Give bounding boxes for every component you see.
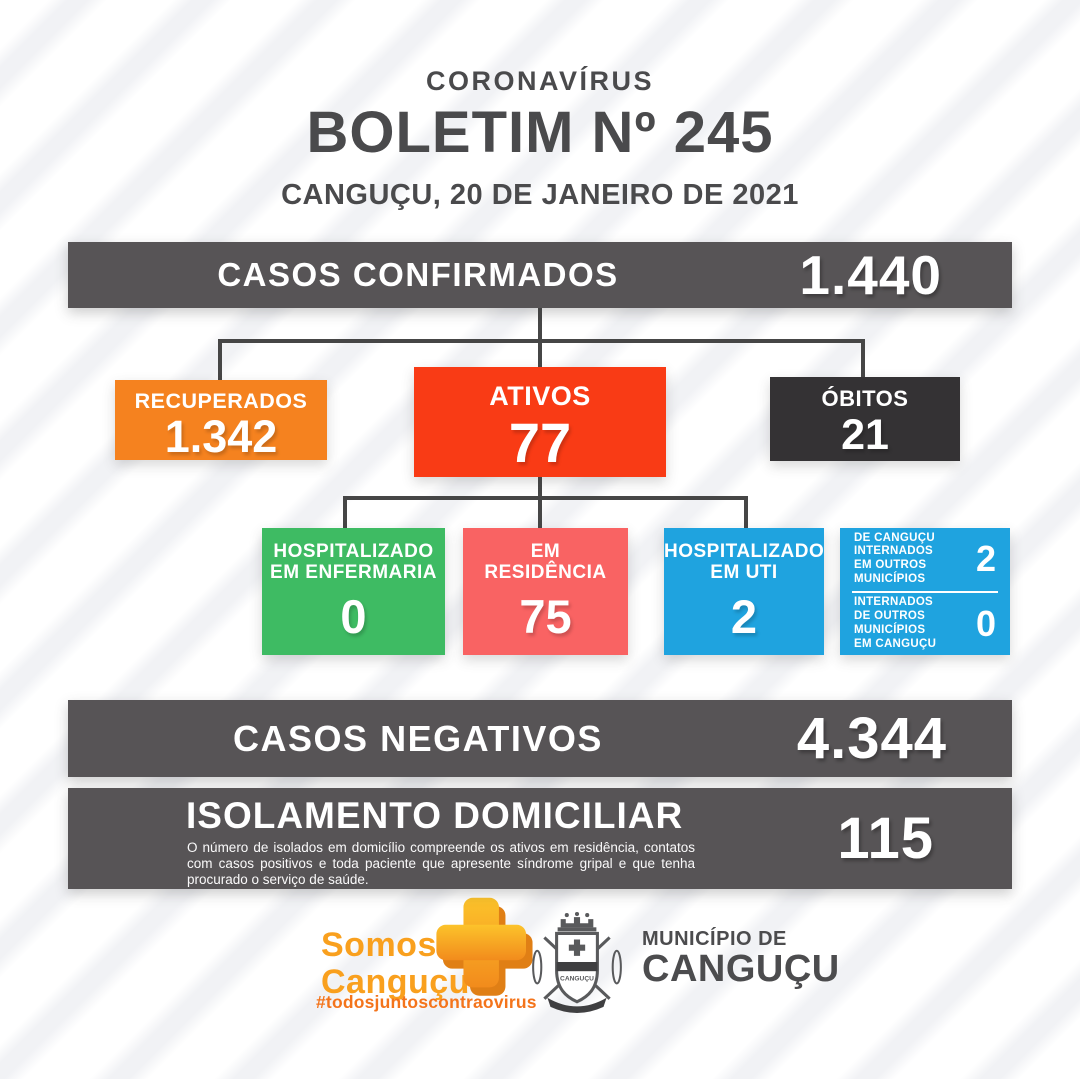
- label-line: RESIDÊNCIA: [484, 562, 607, 584]
- campaign-word: Canguçu: [321, 962, 470, 1001]
- hospitalized-icu-label: HOSPITALIZADO EM UTI: [664, 541, 824, 584]
- active-cases-box: ATIVOS 77: [414, 367, 666, 477]
- somos-cangucu-wordmark: Somos Canguçu: [321, 927, 470, 1000]
- active-cases-label: ATIVOS: [489, 381, 591, 411]
- transfers-out-value: 2: [975, 538, 996, 580]
- confirmed-cases-label: CASOS CONFIRMADOS: [217, 256, 619, 293]
- label-line: EM CANGUÇU: [854, 637, 937, 650]
- connector-line: [538, 496, 542, 528]
- label-line: EM: [530, 541, 561, 562]
- transfers-divider: [852, 590, 998, 593]
- home-residence-label: EM RESIDÊNCIA: [463, 541, 628, 584]
- recovered-label: RECUPERADOS: [134, 389, 308, 413]
- connector-line: [538, 477, 542, 498]
- transfers-out-row: DE CANGUÇU INTERNADOS EM OUTROS MUNICÍPI…: [840, 528, 1010, 591]
- label-line: INTERNADOS: [854, 545, 934, 558]
- home-isolation-description: O número de isolados em domicílio compre…: [187, 840, 695, 888]
- hospitalized-icu-box: HOSPITALIZADO EM UTI 2: [664, 528, 824, 655]
- municipality-line-small: MUNICÍPIO DE: [642, 928, 787, 950]
- hospitalized-ward-label: HOSPITALIZADO EM ENFERMARIA: [262, 541, 445, 584]
- label-line: HOSPITALIZADO: [273, 541, 434, 562]
- home-residence-box: EM RESIDÊNCIA 75: [463, 528, 628, 655]
- label-line: EM ENFERMARIA: [270, 562, 437, 584]
- label-line: HOSPITALIZADO: [664, 541, 825, 562]
- transfers-box: DE CANGUÇU INTERNADOS EM OUTROS MUNICÍPI…: [840, 528, 1010, 655]
- connector-line: [744, 496, 748, 528]
- label-line: MUNICÍPIOS: [854, 573, 926, 586]
- negative-cases-label: CASOS NEGATIVOS: [233, 718, 603, 759]
- crest-text: CANGUÇU: [560, 975, 594, 982]
- connector-line: [861, 339, 865, 378]
- connector-line: [538, 308, 542, 341]
- negative-cases-value: 4.344: [796, 706, 947, 771]
- bulletin-header: CORONAVÍRUS BOLETIM Nº 245 CANGUÇU, 20 D…: [0, 66, 1080, 212]
- label-line: INTERNADOS: [854, 596, 934, 609]
- hospitalized-icu-value: 2: [730, 589, 758, 643]
- label-line: EM OUTROS: [854, 559, 927, 572]
- confirmed-cases-bar: CASOS CONFIRMADOS 1.440: [68, 242, 1012, 308]
- connector-line: [218, 339, 222, 381]
- label-line: EM UTI: [710, 562, 778, 584]
- negative-cases-bar: CASOS NEGATIVOS 4.344: [68, 700, 1012, 777]
- municipality-line-large: CANGUÇU: [642, 948, 840, 990]
- transfers-in-value: 0: [975, 602, 996, 644]
- municipality-wordmark: MUNICÍPIO DE CANGUÇU: [642, 928, 840, 991]
- label-line: DE CANGUÇU: [854, 531, 935, 544]
- label-line: DE OUTROS: [854, 609, 926, 622]
- deaths-label: ÓBITOS: [821, 386, 909, 411]
- bulletin-title: BOLETIM Nº 245: [306, 100, 774, 165]
- home-isolation-label: ISOLAMENTO DOMICILIAR: [186, 795, 684, 836]
- confirmed-cases-value: 1.440: [799, 244, 942, 306]
- home-residence-value: 75: [519, 589, 572, 643]
- active-cases-value: 77: [508, 411, 572, 475]
- hospitalized-ward-value: 0: [340, 589, 367, 643]
- transfers-out-label: DE CANGUÇU INTERNADOS EM OUTROS MUNICÍPI…: [854, 532, 976, 587]
- connector-line: [343, 496, 347, 528]
- municipal-crest-icon: CANGUÇU: [532, 912, 622, 1013]
- home-isolation-bar: ISOLAMENTO DOMICILIAR O número de isolad…: [68, 788, 1012, 889]
- deaths-box: ÓBITOS 21: [770, 377, 960, 461]
- deaths-value: 21: [841, 410, 889, 459]
- transfers-in-row: INTERNADOS DE OUTROS MUNICÍPIOS EM CANGU…: [840, 593, 1010, 656]
- home-isolation-value: 115: [837, 806, 934, 871]
- campaign-hashtag: #todosjuntoscontraovirus: [316, 992, 537, 1012]
- bulletin-kicker: CORONAVÍRUS: [425, 66, 654, 96]
- connector-line: [343, 496, 748, 500]
- connector-line: [538, 339, 542, 368]
- hospitalized-ward-box: HOSPITALIZADO EM ENFERMARIA 0: [262, 528, 445, 655]
- transfers-in-label: INTERNADOS DE OUTROS MUNICÍPIOS EM CANGU…: [854, 596, 976, 651]
- label-line: MUNICÍPIOS: [854, 623, 926, 636]
- recovered-box: RECUPERADOS 1.342: [115, 380, 327, 460]
- campaign-word: Somos: [321, 926, 437, 964]
- plus-cross-icon: [436, 897, 533, 996]
- recovered-value: 1.342: [164, 411, 278, 463]
- bulletin-date: CANGUÇU, 20 DE JANEIRO DE 2021: [281, 179, 799, 211]
